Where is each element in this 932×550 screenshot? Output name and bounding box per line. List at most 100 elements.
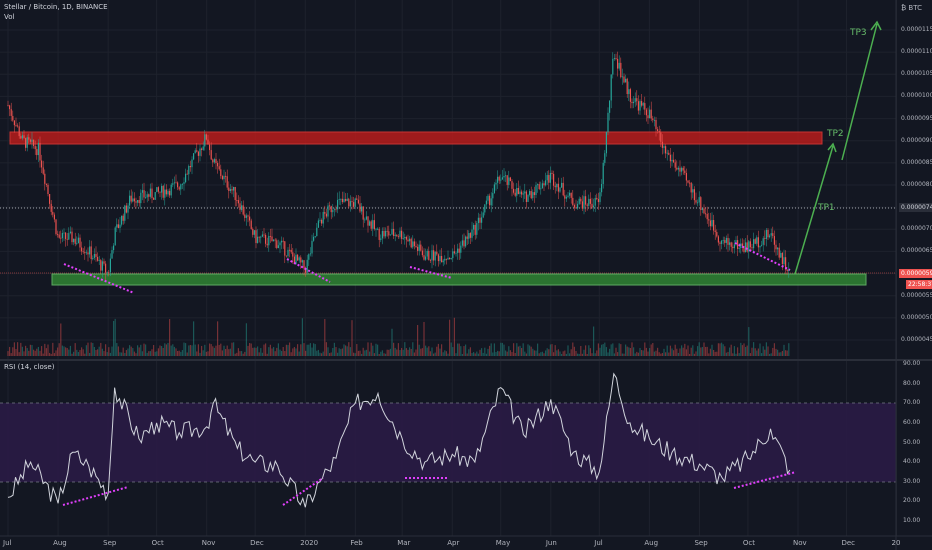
volume-bar <box>521 347 523 356</box>
volume-bar <box>740 342 742 356</box>
candle-body <box>725 237 727 243</box>
volume-bar <box>297 344 299 356</box>
volume-bar <box>613 353 615 356</box>
candle-body <box>388 231 390 236</box>
candle-body <box>319 219 321 221</box>
volume-bar <box>509 350 511 356</box>
candle-body <box>668 152 670 155</box>
candle-body <box>436 251 438 255</box>
volume-bar <box>116 343 118 356</box>
volume-bar <box>781 350 783 356</box>
volume-bar <box>244 351 246 356</box>
price-axis-unit[interactable]: ₿ BTC <box>901 4 922 12</box>
candle-body <box>170 184 172 196</box>
volume-bar <box>15 348 17 356</box>
candle-body <box>468 233 470 239</box>
volume-bar <box>586 353 588 356</box>
candle-body <box>157 187 159 192</box>
volume-bar <box>341 348 343 356</box>
candle-body <box>311 240 313 254</box>
candle-body <box>628 89 630 95</box>
candle-body <box>194 150 196 154</box>
candle-body <box>333 209 335 211</box>
candle-body <box>549 172 551 183</box>
volume-bar <box>578 353 580 356</box>
volume-bar <box>783 344 785 356</box>
candle-body <box>375 228 377 230</box>
candle-body <box>679 167 681 172</box>
volume-bar <box>130 346 132 356</box>
volume-bar <box>42 353 44 356</box>
volume-bar <box>597 343 599 356</box>
volume-bar <box>330 352 332 356</box>
candle-body <box>42 167 44 174</box>
time-tick-label: Jul <box>594 539 603 547</box>
volume-bar <box>100 342 102 356</box>
candle-body <box>641 101 643 106</box>
candle-body <box>396 234 398 237</box>
candle-body <box>514 192 516 196</box>
volume-bar <box>527 344 529 356</box>
candle-body <box>18 126 20 137</box>
candle-body <box>557 183 559 192</box>
candle-body <box>441 255 443 263</box>
volume-bar <box>89 352 91 356</box>
volume-bar <box>465 344 467 356</box>
candle-body <box>372 220 374 229</box>
volume-bar <box>354 353 356 356</box>
volume-bar <box>773 343 775 356</box>
candle-body <box>573 205 575 208</box>
volume-bar <box>719 343 721 356</box>
candle-body <box>301 260 303 263</box>
candle-body <box>308 254 310 260</box>
candle-body <box>50 203 52 212</box>
volume-bar <box>169 319 171 356</box>
volume-bar <box>700 347 702 356</box>
volume-bar <box>724 346 726 356</box>
time-tick-label: Sep <box>694 539 708 547</box>
candle-body <box>677 167 679 170</box>
volume-bar <box>122 347 124 356</box>
volume-bar <box>103 351 105 356</box>
candle-body <box>746 242 748 252</box>
time-tick-label: Apr <box>447 539 460 547</box>
volume-bar <box>303 343 305 356</box>
candle-body <box>421 250 423 256</box>
volume-bar <box>701 346 703 356</box>
volume-bar <box>738 353 740 356</box>
candle-body <box>665 146 667 154</box>
volume-bar <box>481 348 483 356</box>
volume-bar <box>77 352 79 356</box>
rsi-indicator-label[interactable]: RSI (14, close) <box>4 363 55 371</box>
candle-body <box>482 212 484 218</box>
candle-body <box>729 242 731 245</box>
volume-bar <box>549 344 551 356</box>
volume-bar <box>145 344 147 356</box>
candle-body <box>567 195 569 197</box>
candle-body <box>332 210 334 213</box>
volume-bar <box>410 348 412 356</box>
candle-body <box>340 198 342 200</box>
volume-bar <box>594 353 596 356</box>
candle-body <box>461 240 463 246</box>
candle-body <box>594 197 596 206</box>
volume-bar <box>193 321 195 356</box>
candle-body <box>575 207 577 209</box>
volume-bar <box>525 353 527 356</box>
candle-body <box>433 250 435 261</box>
candle-body <box>257 236 259 243</box>
candle-body <box>247 215 249 217</box>
candle-body <box>223 175 225 180</box>
symbol-title[interactable]: Stellar / Bitcoin, 1D, BINANCE <box>4 3 108 11</box>
volume-bar <box>74 343 76 356</box>
candle-body <box>447 257 449 260</box>
candle-body <box>156 187 158 193</box>
candle-body <box>394 234 396 236</box>
candle-body <box>143 190 145 198</box>
volume-indicator-label[interactable]: Vol <box>4 13 15 21</box>
volume-bar <box>98 346 100 356</box>
